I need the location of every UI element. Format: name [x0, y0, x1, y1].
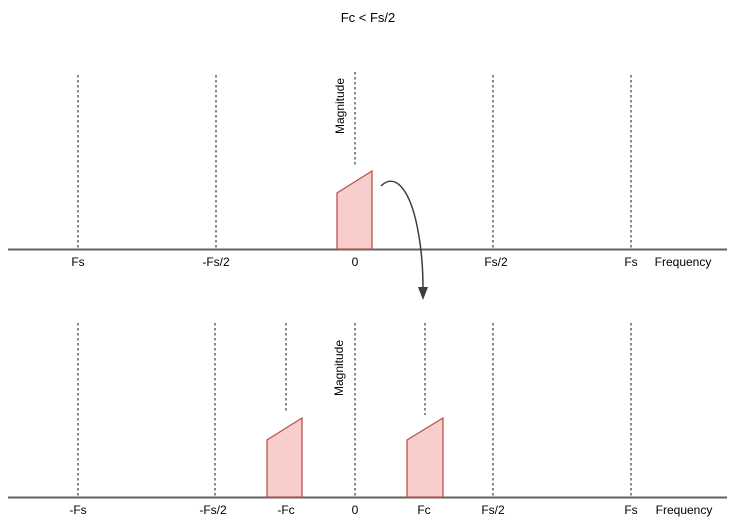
bottom-frequency-axis-label: Frequency: [655, 503, 713, 517]
top-tick-fs-left: Fs: [71, 255, 85, 269]
bottom-tick-fc: Fc: [417, 503, 431, 517]
top-tick-neg-fs2: -Fs/2: [202, 255, 230, 269]
top-tick-fs2: Fs/2: [484, 255, 508, 269]
neg-fc-spectrum-lobe: [266, 416, 303, 498]
bottom-tick-fs2: Fs/2: [481, 503, 505, 517]
top-tick-zero: 0: [351, 255, 359, 269]
shift-arrowhead-icon: [418, 287, 428, 300]
bottom-tick-neg-fc: -Fc: [277, 503, 295, 517]
diagram-title: Fc < Fs/2: [340, 10, 396, 25]
bottom-magnitude-axis-label: Magnitude: [332, 339, 346, 397]
top-frequency-axis-label: Frequency: [654, 255, 712, 269]
top-tick-fs: Fs: [624, 255, 638, 269]
fc-spectrum-lobe: [406, 416, 444, 498]
shift-arrow: [380, 180, 424, 289]
bottom-tick-neg-fs: -Fs: [69, 503, 87, 517]
bottom-tick-zero: 0: [351, 503, 359, 517]
baseband-spectrum-lobe: [336, 169, 373, 250]
top-magnitude-axis-label: Magnitude: [333, 77, 347, 135]
bottom-tick-neg-fs2: -Fs/2: [199, 503, 227, 517]
bottom-tick-fs: Fs: [624, 503, 638, 517]
